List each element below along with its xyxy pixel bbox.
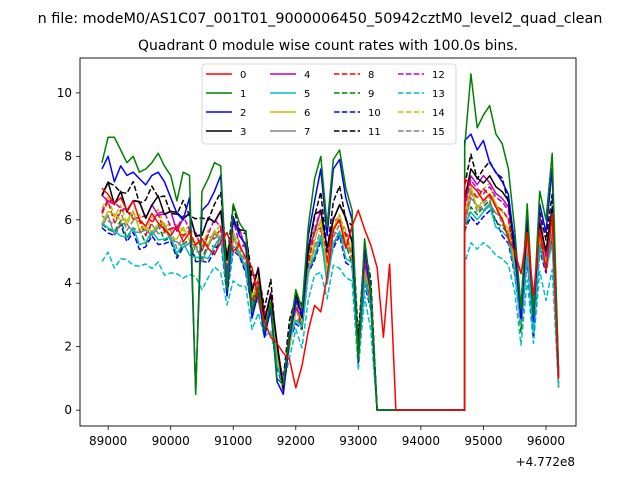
x-tick-label: 93000 [339,434,377,448]
x-tick-label: 94000 [402,434,440,448]
x-tick-label: 91000 [214,434,252,448]
x-axis: 89000 90000 91000 92000 93000 94000 95000 96000 [89,426,565,448]
series-line-12 [101,179,560,411]
legend-label-2: 2 [240,108,246,119]
y-tick-label: 6 [64,213,72,227]
y-tick-label: 0 [64,403,72,417]
y-tick-label: 8 [64,149,72,163]
legend-label-10: 10 [368,108,381,119]
legend-label-3: 3 [240,127,246,138]
y-tick-label: 10 [57,86,72,100]
series-line-2 [101,133,560,411]
y-tick-label: 4 [64,276,72,290]
legend-label-7: 7 [304,127,310,138]
legend-label-12: 12 [432,70,445,81]
legend-label-8: 8 [368,70,374,81]
series-line-14 [101,182,560,411]
x-offset-label: +4.772e8 [516,455,575,469]
series-line-5 [101,204,560,411]
x-tick-label: 92000 [277,434,315,448]
legend-label-5: 5 [304,89,310,100]
x-tick-label: 96000 [527,434,565,448]
legend-label-9: 9 [368,89,374,100]
legend-label-14: 14 [432,108,445,119]
x-tick-label: 90000 [152,434,190,448]
series-line-13 [101,241,560,411]
plot-area [101,73,560,411]
legend-label-1: 1 [240,89,246,100]
series-line-9 [101,199,560,411]
y-axis: 0 2 4 6 8 10 [57,86,80,417]
legend-label-0: 0 [240,70,246,81]
figure-suptitle: n file: modeM0/AS1C07_001T01_9000006450_… [38,11,603,27]
series-line-0 [101,177,560,411]
x-tick-label: 89000 [89,434,127,448]
legend-label-4: 4 [304,70,310,81]
y-tick-label: 2 [64,340,72,354]
x-tick-label: 95000 [464,434,502,448]
legend-label-11: 11 [368,127,381,138]
legend-label-6: 6 [304,108,310,119]
axes-frame [79,57,577,427]
legend-label-13: 13 [432,89,445,100]
series-line-1 [101,73,560,411]
legend-label-15: 15 [432,127,445,138]
chart-title: Quadrant 0 module wise count rates with … [138,38,518,54]
series-line-6 [101,186,560,411]
legend-box [201,63,457,145]
